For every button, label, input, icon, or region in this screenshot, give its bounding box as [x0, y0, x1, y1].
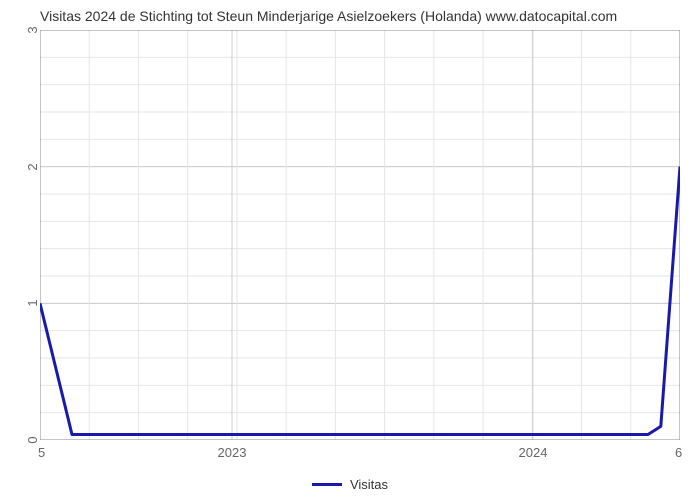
- legend-swatch: [312, 483, 342, 486]
- legend-label: Visitas: [350, 477, 388, 492]
- legend: Visitas: [312, 477, 388, 492]
- plot-area: [40, 30, 680, 440]
- chart-container: Visitas 2024 de Stichting tot Steun Mind…: [0, 0, 700, 500]
- y-tick-2: 2: [25, 163, 40, 170]
- y-tick-3: 3: [25, 26, 40, 33]
- x-year-0: 2023: [218, 445, 247, 460]
- x-year-1: 2024: [519, 445, 548, 460]
- chart-title: Visitas 2024 de Stichting tot Steun Mind…: [40, 8, 690, 24]
- y-tick-0: 0: [25, 436, 40, 443]
- x-corner-left: 5: [38, 445, 45, 460]
- x-corner-right: 6: [675, 445, 682, 460]
- chart-svg: [40, 30, 680, 440]
- y-tick-1: 1: [25, 299, 40, 306]
